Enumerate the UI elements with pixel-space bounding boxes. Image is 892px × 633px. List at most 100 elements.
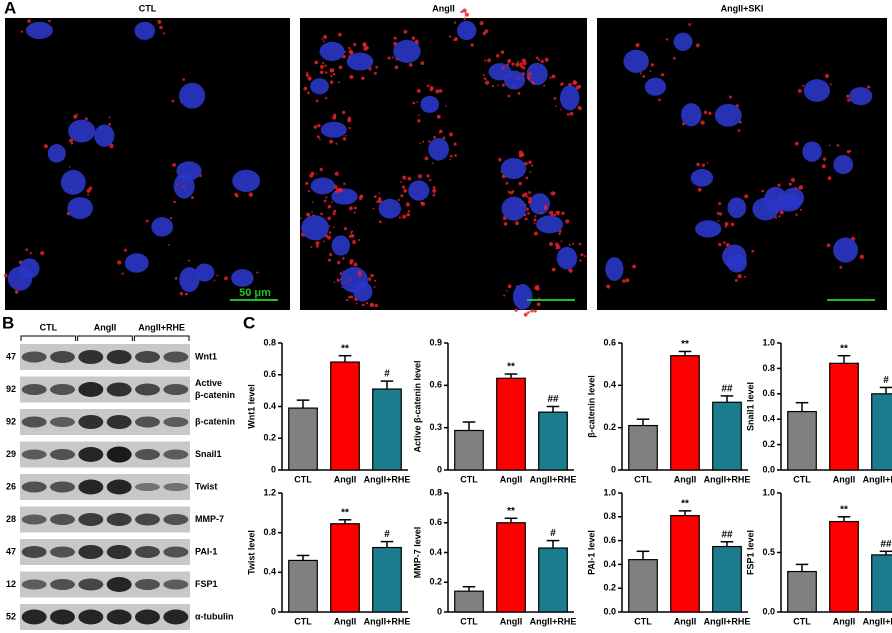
red-signal [365,301,368,305]
molecular-weight: 12 [6,579,16,589]
red-signal [121,272,124,275]
red-signal [524,192,528,196]
molecular-weight: 52 [6,611,16,621]
red-signal [528,191,532,194]
red-signal [320,212,323,216]
protein-label: Active [195,378,222,388]
nucleus [301,215,329,241]
red-signal [517,91,521,95]
red-signal [519,155,522,158]
red-signal [213,279,216,282]
y-tick-label: 0.0 [762,606,775,616]
red-signal [537,58,541,61]
red-signal [342,136,347,141]
red-signal [622,279,626,283]
red-signal [307,190,311,193]
red-signal [723,241,726,244]
red-signal [519,62,523,66]
red-signal [311,211,313,213]
red-signal [432,188,437,193]
red-signal [321,62,325,65]
y-tick-label: 0.8 [263,337,276,347]
nucleus [673,32,693,51]
red-signal [368,277,372,281]
red-signal [665,38,669,41]
nucleus [782,187,805,209]
blot-band [78,350,104,364]
red-signal [329,80,334,84]
bar [712,401,742,471]
protein-label: Wnt1 [195,351,217,361]
red-signal [557,210,561,214]
red-signal [454,154,457,157]
x-tick-label: AngII+RHE [530,474,577,484]
bar [372,546,402,613]
red-signal [688,23,691,26]
red-signal [362,42,367,47]
red-signal [454,37,458,41]
nucleus [529,193,550,215]
red-signal [327,258,332,262]
red-signal [703,110,708,115]
blot-strip [20,376,190,403]
red-signal [248,192,253,197]
blot-band [135,416,160,428]
red-signal [426,174,430,178]
y-axis-label: β-catenin level [586,375,596,438]
nucleus [19,258,40,279]
protein-label: β-catenin [195,390,235,400]
y-tick-label: 1.0 [762,337,775,347]
nucleus [346,52,374,71]
red-signal [525,207,529,211]
protein-label: β-catenin [195,416,235,426]
red-signal [534,215,537,218]
red-signal [313,125,318,129]
red-signal [506,64,509,67]
red-signal [560,108,563,111]
x-tick-label: AngII [833,474,856,484]
red-signal [348,126,351,130]
nucleus [833,154,854,175]
significance: ## [880,539,892,550]
red-signal [520,64,524,69]
red-signal [374,279,377,282]
red-signal [673,56,676,60]
red-signal [824,73,830,79]
red-signal [325,196,328,199]
red-signal [632,264,637,269]
red-signal [416,88,421,93]
red-signal [525,195,529,198]
blot-band [50,609,75,625]
blot-band [21,384,47,395]
protein-label: FSP1 [195,579,218,589]
red-signal [422,140,425,143]
red-signal [543,84,546,87]
red-signal [533,222,536,225]
significance: ** [840,504,848,515]
blot-strip [20,506,190,533]
red-signal [394,65,399,70]
red-signal [420,61,425,66]
red-signal [417,174,423,179]
x-tick-label: AngII [334,616,357,626]
bar [829,362,859,471]
significance: ** [840,343,848,354]
red-signal [716,211,720,215]
red-signal [518,181,522,186]
x-tick-label: AngII [674,616,697,626]
y-tick-label: 0.6 [429,380,442,390]
red-signal [29,252,32,255]
red-signal [737,274,742,279]
nucleus [644,77,667,96]
nucleus [802,141,822,162]
red-signal [795,213,798,217]
red-signal [724,222,729,227]
red-signal [734,278,738,282]
red-signal [179,292,184,296]
nucleus [124,253,149,273]
red-signal [553,97,557,100]
red-signal [343,182,346,186]
red-signal [349,278,352,281]
red-signal [572,80,577,85]
significance: # [883,375,889,386]
